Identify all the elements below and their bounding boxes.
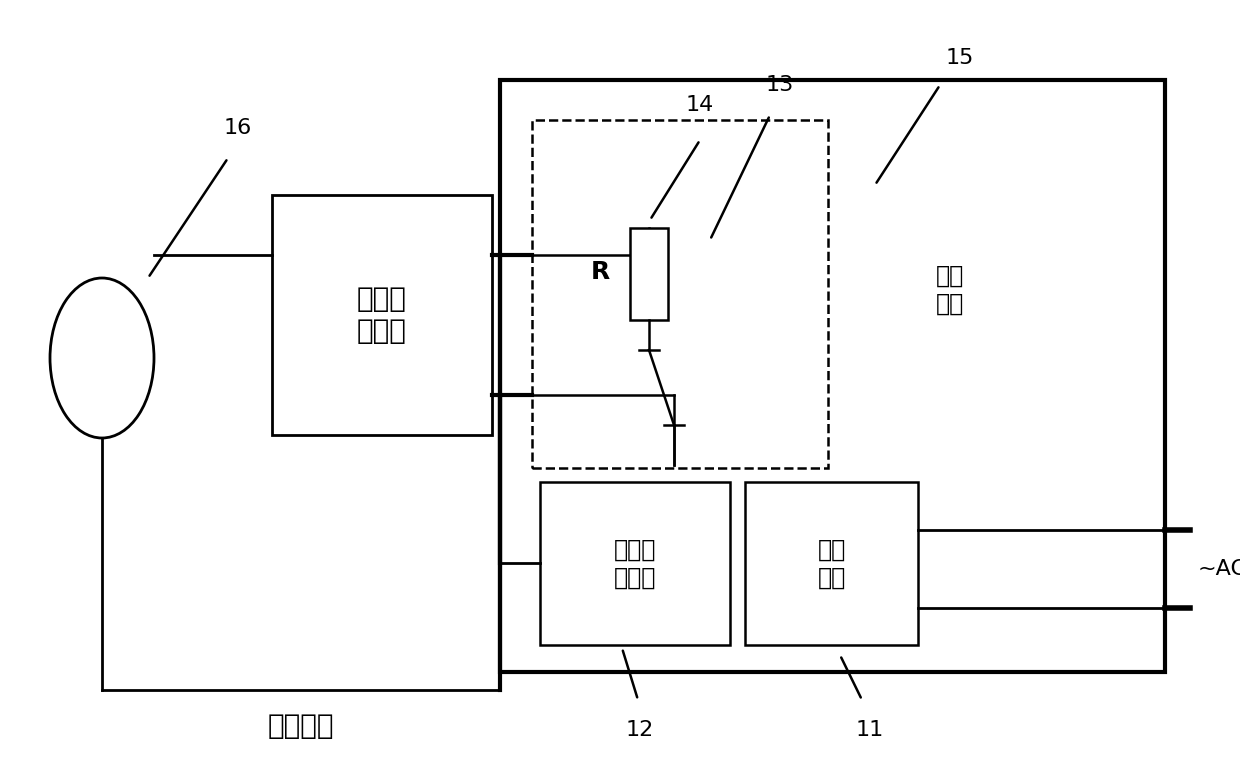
- Text: ~AC220V: ~AC220V: [1198, 559, 1240, 579]
- Bar: [539, 482, 730, 645]
- Text: 11: 11: [856, 720, 884, 740]
- Bar: [532, 120, 828, 468]
- Bar: [745, 482, 918, 645]
- Text: 14: 14: [686, 95, 714, 115]
- Text: R: R: [590, 260, 610, 284]
- Text: 16: 16: [224, 118, 252, 138]
- Text: 15: 15: [946, 48, 975, 68]
- Bar: [272, 195, 492, 435]
- Text: 12: 12: [626, 720, 655, 740]
- Text: 消谐
模块: 消谐 模块: [936, 264, 965, 316]
- Text: 13: 13: [766, 75, 794, 95]
- Text: 开口三
角回路: 开口三 角回路: [357, 285, 407, 345]
- Bar: [500, 80, 1166, 672]
- Text: 谐振判
断模块: 谐振判 断模块: [614, 538, 656, 590]
- Bar: [630, 228, 668, 320]
- Text: 零序电流: 零序电流: [268, 712, 335, 740]
- Text: 电源
模块: 电源 模块: [817, 538, 846, 590]
- Ellipse shape: [50, 278, 154, 438]
